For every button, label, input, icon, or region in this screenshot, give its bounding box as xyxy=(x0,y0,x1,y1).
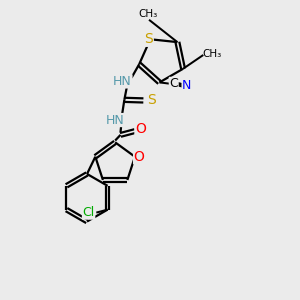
Text: HN: HN xyxy=(106,113,125,127)
Text: C: C xyxy=(169,77,178,90)
Text: S: S xyxy=(144,32,153,46)
Text: O: O xyxy=(134,150,145,164)
Text: CH₃: CH₃ xyxy=(202,49,221,58)
Text: CH₃: CH₃ xyxy=(138,9,157,20)
Text: HN: HN xyxy=(113,75,132,88)
Text: S: S xyxy=(147,93,155,107)
Text: N: N xyxy=(182,80,191,92)
Text: O: O xyxy=(135,122,146,136)
Text: Cl: Cl xyxy=(82,206,95,219)
